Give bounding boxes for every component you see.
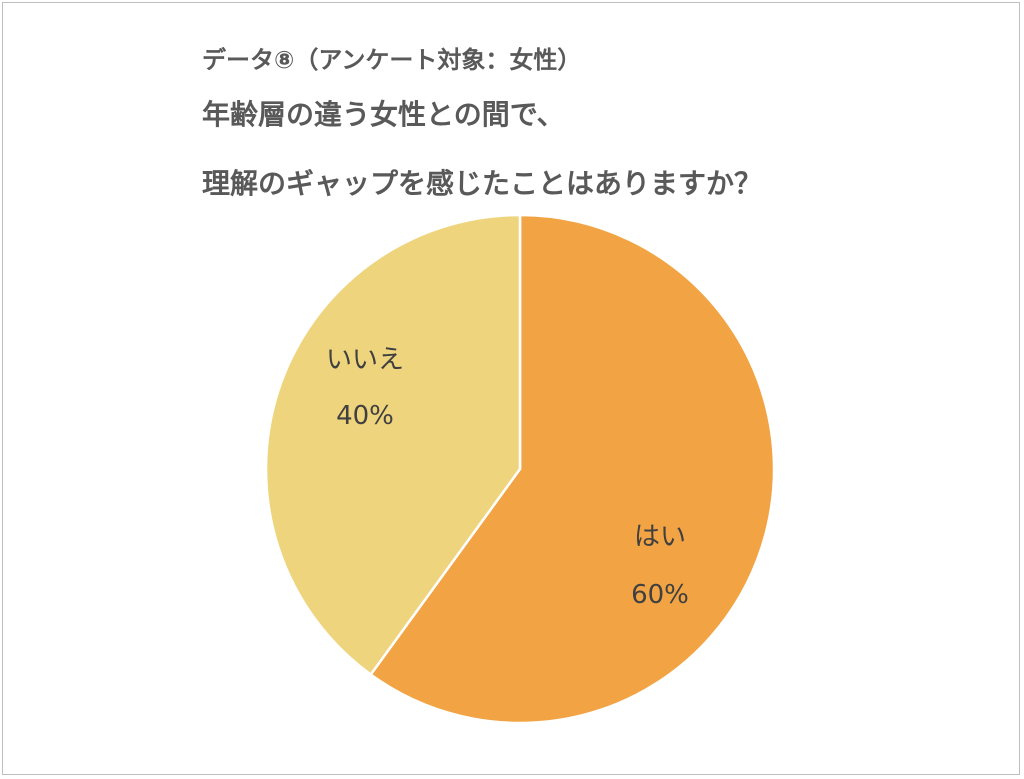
slice-percent-label: 60%	[631, 580, 689, 610]
slice-category-label: いいえ	[326, 345, 404, 375]
slice-category-label: はい	[634, 522, 686, 552]
chart-title-line-1: 年齢層の違う女性との間で、	[202, 98, 565, 131]
pie-slice-yes	[368, 213, 776, 725]
pie-slice-no	[264, 213, 522, 677]
chart-subtitle: データ⑧（アンケート対象：女性）	[202, 46, 582, 74]
slice-percent-label: 40%	[336, 401, 394, 431]
chart-title-line-2: 理解のギャップを感じたことはありますか？	[202, 167, 763, 200]
